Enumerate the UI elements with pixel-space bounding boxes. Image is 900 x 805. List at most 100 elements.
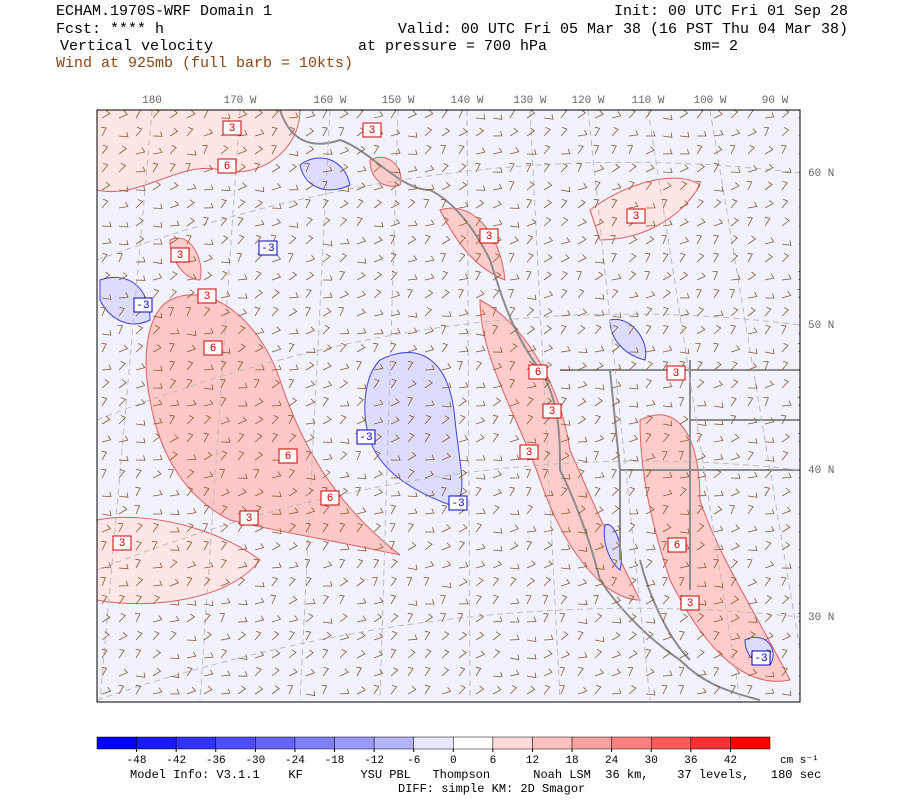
wind-barb <box>508 180 515 191</box>
wind-barb <box>645 146 655 155</box>
wind-barb <box>271 144 277 155</box>
wind-barb <box>135 486 141 497</box>
wind-barb <box>288 615 299 623</box>
wind-barb <box>781 127 790 137</box>
wind-barb <box>271 667 280 677</box>
wind-barb <box>747 165 758 173</box>
wind-barb <box>407 685 417 695</box>
wind-barb <box>509 306 516 317</box>
wind-barb <box>220 670 231 677</box>
wind-barb <box>322 594 330 605</box>
wind-barb <box>781 240 792 246</box>
contour-label-box <box>278 448 298 464</box>
wind-barb <box>440 595 446 605</box>
wind-barb <box>679 348 690 354</box>
wind-barb <box>696 199 704 209</box>
wind-barb <box>577 578 588 587</box>
wind-barb <box>560 508 571 515</box>
wind-barb <box>543 525 554 533</box>
wind-barb <box>475 330 486 337</box>
wind-barb <box>780 576 787 587</box>
wind-barb <box>560 310 571 317</box>
wind-barb <box>628 434 639 443</box>
wind-barb <box>781 612 787 623</box>
longitude-label: 150 W <box>381 95 414 107</box>
wind-barb <box>509 654 520 661</box>
colorbar-tick-label: -12 <box>364 755 384 767</box>
wind-barb <box>288 542 298 551</box>
wind-barb <box>781 324 787 335</box>
wind-barb <box>628 561 639 569</box>
wind-barb <box>288 468 296 479</box>
wind-barb <box>339 668 349 677</box>
wind-barb <box>322 581 333 587</box>
wind-barb <box>356 165 367 173</box>
wind-barb <box>628 253 637 263</box>
wind-barb <box>645 528 656 535</box>
wind-barb <box>509 147 520 155</box>
wind-barb <box>679 435 690 443</box>
wind-barb <box>458 414 466 425</box>
wind-barb <box>152 490 163 497</box>
wind-barb <box>441 686 452 695</box>
wind-barb <box>203 631 212 641</box>
wind-barb <box>135 399 146 407</box>
wind-barb <box>237 685 247 695</box>
wind-barb <box>730 649 738 659</box>
wind-barb <box>560 544 571 551</box>
wind-barb <box>526 294 537 300</box>
wind-barb <box>509 274 520 281</box>
wind-barb <box>254 234 262 245</box>
wind-barb <box>152 273 163 281</box>
wind-barb <box>730 684 737 695</box>
contour-label: 3 <box>177 250 184 262</box>
wind-barb <box>696 504 704 515</box>
wind-barb <box>101 181 111 191</box>
wind-barb <box>509 669 520 677</box>
wind-barb <box>135 631 143 641</box>
wind-barb <box>781 632 791 641</box>
wind-barb <box>186 560 197 569</box>
wind-barb <box>509 360 516 371</box>
wind-barb <box>526 149 537 155</box>
wind-barb <box>407 110 417 119</box>
wind-barb <box>559 666 566 677</box>
wind-barb <box>577 218 587 227</box>
wind-barb <box>764 348 775 355</box>
wind-barb <box>696 110 704 119</box>
wind-barb <box>747 450 754 461</box>
wind-barb <box>441 270 449 281</box>
wind-barb <box>560 324 567 335</box>
wind-barb <box>305 418 316 425</box>
wind-barb <box>203 451 213 461</box>
wind-barb <box>186 289 195 299</box>
wind-barb <box>696 613 705 623</box>
wind-barb <box>373 199 382 209</box>
wind-barb <box>729 505 735 515</box>
wind-barb <box>152 383 163 389</box>
wind-barb <box>390 181 399 191</box>
wind-barb <box>747 145 755 155</box>
wind-barb <box>237 343 246 353</box>
wind-barb <box>510 617 520 623</box>
wind-barb <box>271 272 282 281</box>
wind-barb <box>509 378 516 389</box>
wind-barb <box>475 400 486 407</box>
wind-barb <box>169 630 177 641</box>
wind-barb <box>305 434 315 443</box>
wind-barb <box>730 129 741 137</box>
wind-barb <box>679 472 690 479</box>
wind-barb <box>373 363 384 371</box>
model-info: Model Info: V3.1.1 KF YSU PBL Thompson N… <box>130 768 821 782</box>
wind-barb <box>594 684 602 695</box>
wind-barb <box>764 293 775 299</box>
wind-barb <box>713 218 724 227</box>
wind-barb <box>747 545 758 551</box>
wind-barb <box>713 145 723 155</box>
wind-barb <box>696 452 706 461</box>
wind-barb <box>288 222 299 228</box>
wind-barb <box>390 594 397 605</box>
wind-barb <box>356 182 366 191</box>
colorbar-tick-label: -6 <box>407 755 420 767</box>
contour-label: 6 <box>285 451 292 463</box>
